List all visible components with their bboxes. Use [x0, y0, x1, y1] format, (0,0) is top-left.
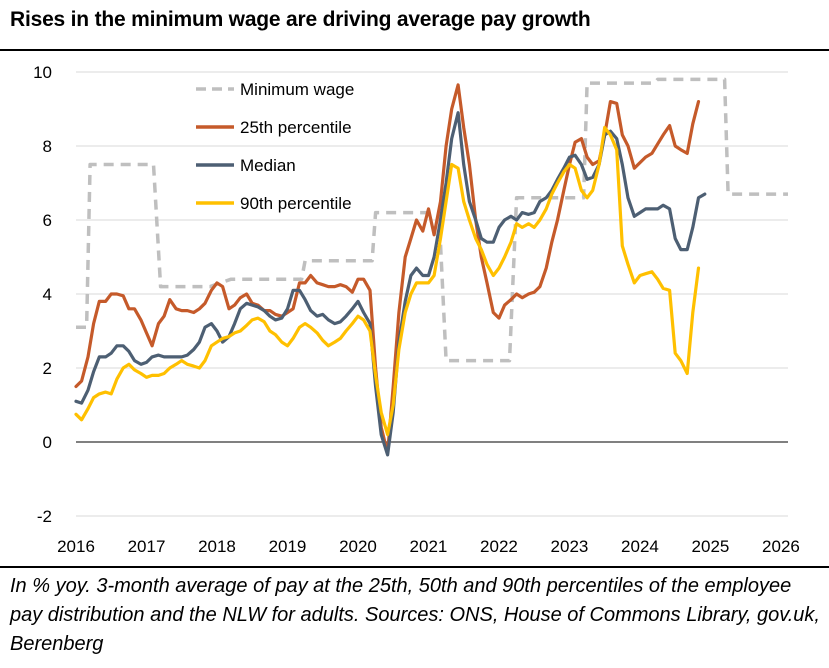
x-tick-label: 2024	[621, 537, 659, 556]
legend-label: 25th percentile	[240, 118, 352, 137]
series-line-90th-percentile	[74, 125, 701, 437]
x-tick-label: 2018	[198, 537, 236, 556]
chart-caption: In % yoy. 3-month average of pay at the …	[10, 575, 820, 655]
series-line-minimum-wage	[76, 77, 788, 363]
series-lines	[74, 77, 788, 457]
x-tick-label: 2019	[269, 537, 307, 556]
y-tick-label: 6	[43, 211, 52, 230]
x-tick-label: 2023	[551, 537, 589, 556]
x-tick-label: 2017	[128, 537, 166, 556]
x-tick-label: 2025	[692, 537, 730, 556]
y-tick-label: 8	[43, 137, 52, 156]
x-tick-label: 2022	[480, 537, 518, 556]
top-rule	[0, 49, 829, 51]
y-tick-label: 4	[43, 285, 52, 304]
y-tick-label: 2	[43, 359, 52, 378]
legend-label: Minimum wage	[240, 80, 354, 99]
axis-tick-labels: -2 0 2 4 6 8 10 2016 2017 2018 2019 2020 2021 2022 202…	[33, 63, 800, 556]
y-tick-label: -2	[37, 507, 52, 526]
x-tick-label: 2021	[410, 537, 448, 556]
x-tick-label: 2026	[762, 537, 800, 556]
grid-lines	[76, 71, 788, 517]
legend: Minimum wage 25th percentile Median 90th pe…	[196, 80, 354, 213]
x-tick-label: 2016	[57, 537, 95, 556]
legend-label: Median	[240, 156, 296, 175]
x-tick-label: 2020	[339, 537, 377, 556]
y-tick-label: 10	[33, 63, 52, 82]
y-tick-label: 0	[43, 433, 52, 452]
line-chart: -2 0 2 4 6 8 10 2016 2017 2018 2019 2020 2021 2022 202…	[33, 63, 800, 556]
chart-title: Rises in the minimum wage are driving av…	[10, 8, 591, 31]
bottom-rule	[0, 566, 829, 568]
legend-label: 90th percentile	[240, 194, 352, 213]
